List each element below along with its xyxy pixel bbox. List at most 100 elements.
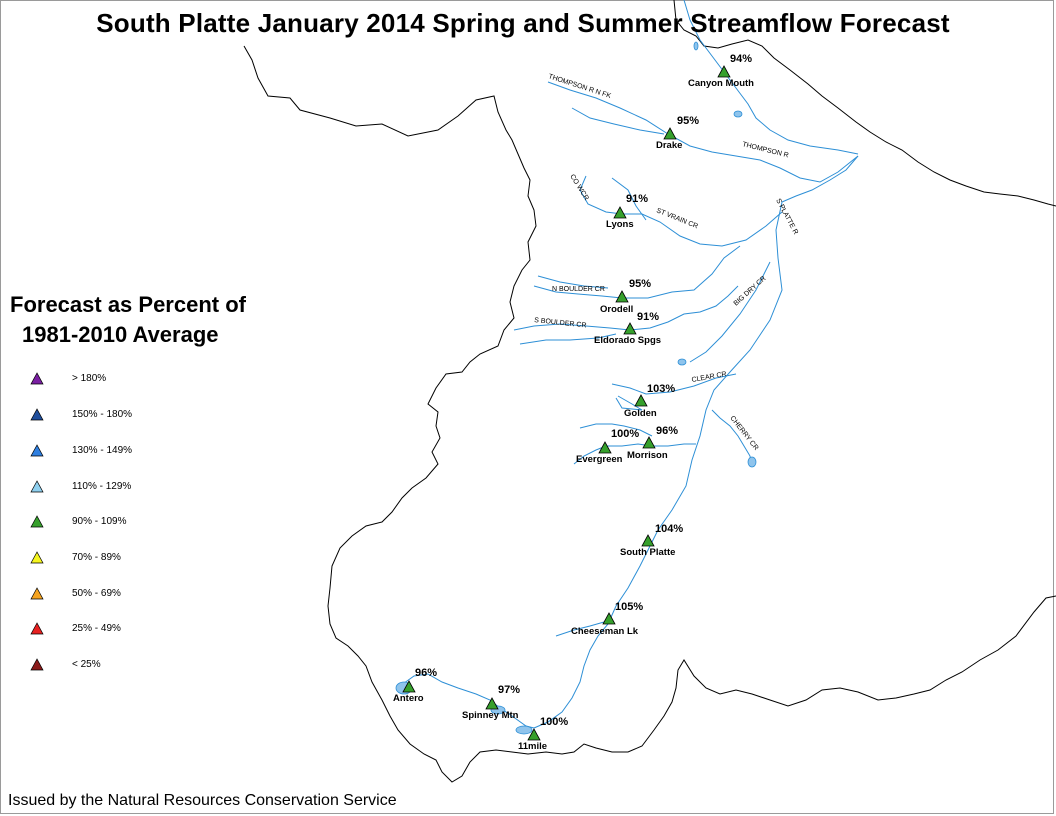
site-antero: 96% Antero [393,667,437,704]
lake-eleven-mile [515,725,533,735]
site-percent: 100% [540,716,568,728]
site-marker [527,728,541,741]
river-clear-cr-trib [615,395,643,411]
site-marker [641,534,655,547]
river-big-dry-cr [689,261,771,363]
lake-standley [677,358,687,366]
river-s-boulder-trib [519,333,617,345]
lake-horsetooth [693,41,699,51]
site-name: Drake [656,140,682,151]
legend-item-label: 150% - 180% [72,409,133,420]
river-label: THOMPSON R [742,141,790,159]
footer-credit: Issued by the Natural Resources Conserva… [8,792,397,809]
site-morrison: 96% Morrison [627,425,678,461]
river-thompson-trib [571,107,665,135]
river-label: S BOULDER CR [534,317,587,329]
river-n-boulder [533,245,741,299]
river-cherry-cr [711,409,753,467]
site-name: Orodell [600,304,633,315]
legend-swatch-icon [30,372,44,385]
site-marker [615,290,629,303]
site-name: Antero [393,693,424,704]
site-marker [613,206,627,219]
forecast-sites: 94% Canyon Mouth 95% Drake 91% Lyons 95%… [393,53,754,752]
site-south-platte: 104% South Platte [620,523,683,558]
legend-swatch-icon [30,444,44,457]
site-percent: 96% [415,667,437,679]
site-percent: 104% [655,523,683,535]
river-label: BIG DRY CR [733,275,768,307]
site-11mile: 100% 11mile [518,716,568,752]
legend-swatch-icon [30,551,44,564]
site-name: Golden [624,408,657,419]
legend-swatch-icon [30,587,44,600]
legend-item-label: 50% - 69% [72,588,121,599]
site-evergreen: 100% Evergreen [576,428,639,465]
river-st-vrain-trib [611,177,647,221]
site-marker [485,697,499,710]
legend-item-label: < 25% [72,659,101,670]
site-name: Evergreen [576,454,623,465]
site-cheeseman-lk: 105% Cheeseman Lk [571,601,643,637]
site-marker [717,65,731,78]
legend-item-label: 90% - 109% [72,516,127,527]
river-s-platte-main [533,201,783,729]
legend-swatch-icon [30,622,44,635]
site-name: 11mile [518,741,547,752]
site-spinney-mtn: 97% Spinney Mtn [462,684,520,721]
site-percent: 95% [677,115,699,127]
site-percent: 103% [647,383,675,395]
legend-item-label: 130% - 149% [72,445,133,456]
river-label: THOMPSON R N FK [547,73,612,100]
site-name: Eldorado Spgs [594,335,661,346]
river-thompson-nfk [547,81,859,183]
legend-item-label: > 180% [72,373,107,384]
site-drake: 95% Drake [656,115,699,151]
site-percent: 96% [656,425,678,437]
site-marker [623,322,637,335]
site-name: Spinney Mtn [462,710,519,721]
river-bear-cr-trib [579,423,653,437]
site-percent: 94% [730,53,752,65]
site-lyons: 91% Lyons [606,193,648,230]
river-mainstem-north [781,155,859,203]
map-title: South Platte January 2014 Spring and Sum… [96,8,950,38]
site-name: Cheeseman Lk [571,626,639,637]
legend-item-label: 70% - 89% [72,552,121,563]
site-percent: 105% [615,601,643,613]
site-marker [663,127,677,140]
site-marker [602,612,616,625]
river-label: N BOULDER CR [552,286,605,293]
legend-title-line1: Forecast as Percent of [10,292,246,317]
site-golden: 103% Golden [624,383,675,419]
site-percent: 95% [629,278,651,290]
river-big-thompson [683,0,859,155]
river-cheeseman-trib [555,621,605,637]
site-name: Lyons [606,219,634,230]
river-south-fork [399,673,535,729]
river-network [399,0,859,729]
legend-swatch-icon [30,658,44,671]
river-st-vrain [579,175,783,247]
legend-item-label: 110% - 129% [72,481,132,492]
site-percent: 91% [637,311,659,323]
site-eldorado-spgs: 91% Eldorado Spgs [594,311,661,346]
basin-boundary-ne [673,0,1056,207]
legend-swatch-icon [30,408,44,421]
legend-title-line2: 1981-2010 Average [22,322,219,347]
site-orodell: 95% Orodell [600,278,651,315]
legend-title: Forecast as Percent of 1981-2010 Average [10,290,246,350]
site-name: Canyon Mouth [688,78,754,89]
river-label: CLEAR CR [691,371,727,384]
river-labels: THOMPSON R N FK THOMPSON R CO WCR ST VRA… [534,73,799,452]
river-label: CO WCR [568,173,589,201]
site-marker [642,436,656,449]
river-bear-cr [573,443,696,465]
river-s-boulder [513,285,739,331]
site-percent: 91% [626,193,648,205]
site-percent: 97% [498,684,520,696]
site-name: South Platte [620,547,675,558]
site-marker [598,441,612,454]
